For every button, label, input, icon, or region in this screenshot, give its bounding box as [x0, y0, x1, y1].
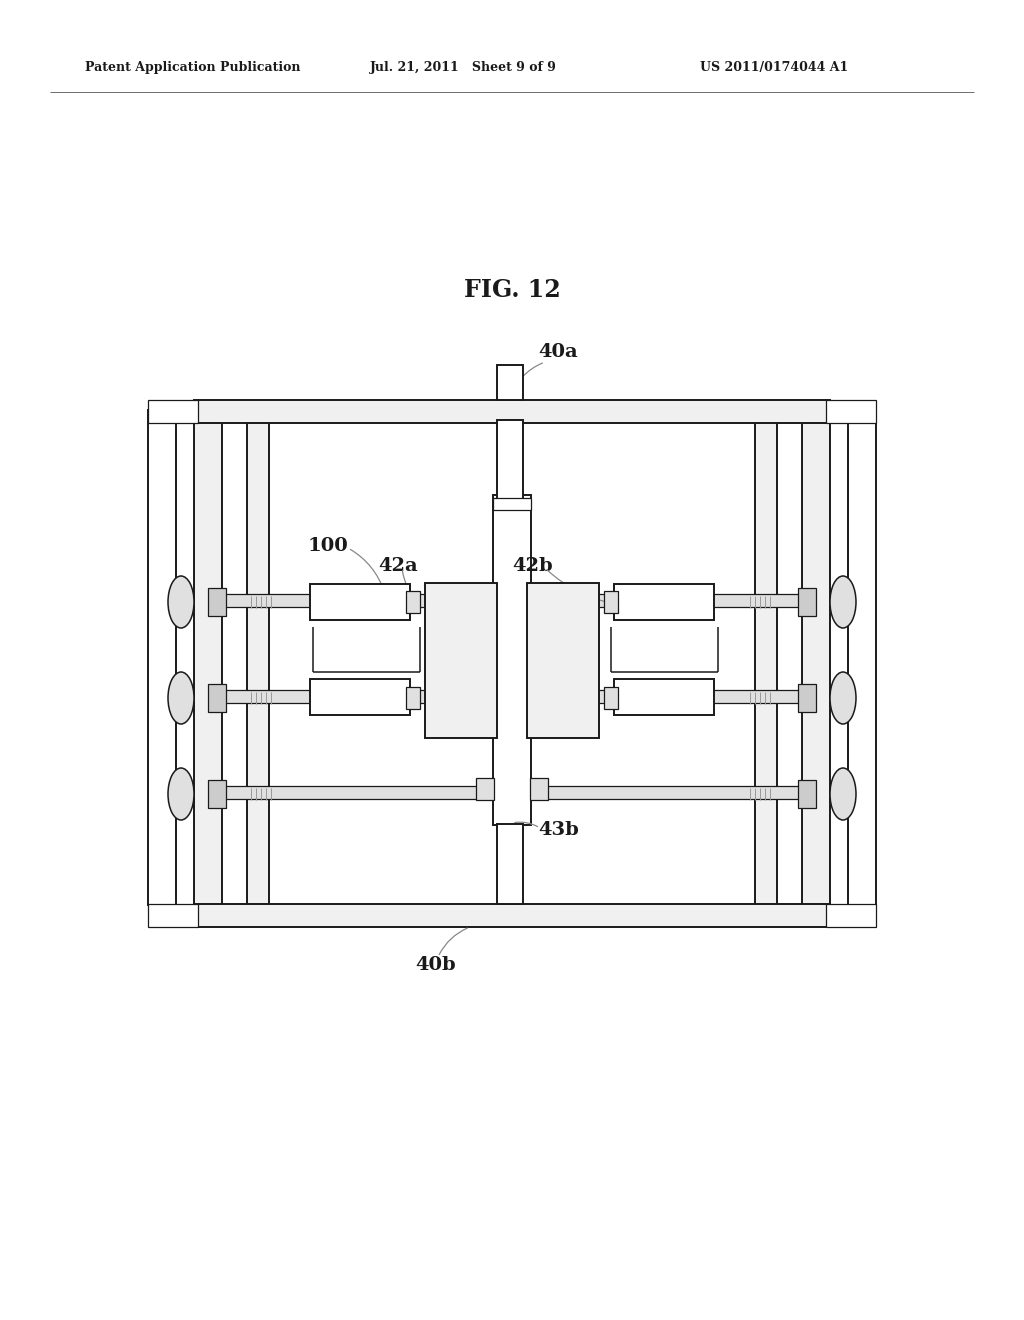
Bar: [798, 587, 816, 616]
Text: 42b: 42b: [512, 557, 553, 576]
Bar: [802, 411, 830, 906]
Bar: [497, 420, 523, 500]
Bar: [222, 594, 802, 607]
Bar: [148, 904, 198, 927]
Bar: [798, 780, 816, 808]
Bar: [826, 400, 876, 422]
Bar: [493, 495, 531, 825]
Text: Patent Application Publication: Patent Application Publication: [85, 62, 300, 74]
Bar: [208, 684, 226, 711]
Text: Jul. 21, 2011   Sheet 9 of 9: Jul. 21, 2011 Sheet 9 of 9: [370, 62, 557, 74]
Text: US 2011/0174044 A1: US 2011/0174044 A1: [700, 62, 848, 74]
Bar: [222, 785, 802, 799]
Bar: [194, 904, 830, 927]
Bar: [497, 366, 523, 400]
Bar: [614, 583, 714, 620]
Bar: [848, 411, 876, 906]
Bar: [497, 824, 523, 904]
Bar: [406, 591, 420, 612]
Bar: [476, 777, 494, 800]
Ellipse shape: [830, 576, 856, 628]
Text: 43b: 43b: [538, 821, 579, 840]
Bar: [604, 591, 618, 612]
Bar: [208, 780, 226, 808]
Bar: [194, 400, 830, 422]
Bar: [798, 684, 816, 711]
Bar: [425, 583, 497, 738]
Ellipse shape: [168, 672, 194, 723]
Bar: [826, 904, 876, 927]
Text: 40a: 40a: [538, 343, 578, 360]
Ellipse shape: [830, 672, 856, 723]
Bar: [148, 400, 198, 422]
Text: FIG. 12: FIG. 12: [464, 279, 560, 302]
Ellipse shape: [168, 576, 194, 628]
Bar: [148, 411, 176, 906]
Bar: [310, 583, 410, 620]
Bar: [194, 411, 222, 906]
Bar: [247, 411, 269, 906]
Bar: [406, 686, 420, 709]
Bar: [310, 678, 410, 715]
Text: 100: 100: [308, 537, 349, 554]
Bar: [222, 690, 802, 704]
Text: 42a: 42a: [378, 557, 418, 576]
Bar: [604, 686, 618, 709]
Ellipse shape: [830, 768, 856, 820]
Text: 40b: 40b: [415, 956, 456, 974]
Bar: [755, 411, 777, 906]
Ellipse shape: [168, 768, 194, 820]
Bar: [614, 678, 714, 715]
Bar: [527, 583, 599, 738]
Bar: [530, 777, 548, 800]
Bar: [493, 498, 531, 510]
Bar: [208, 587, 226, 616]
